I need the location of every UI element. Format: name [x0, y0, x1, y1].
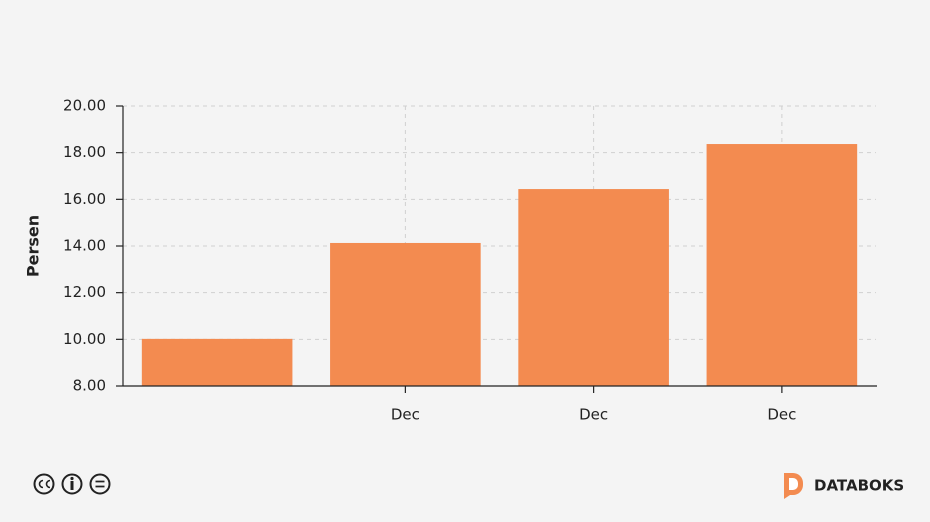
bar — [518, 189, 669, 386]
y-tick-label: 10.00 — [63, 330, 106, 348]
brand-logo: DATABOKS — [784, 473, 904, 499]
y-tick-label: 12.00 — [63, 283, 106, 301]
brand-name: DATABOKS — [814, 477, 904, 495]
x-tick-label: Dec — [579, 406, 608, 424]
y-tick-label: 16.00 — [63, 190, 106, 208]
bar — [141, 338, 293, 386]
y-tick-label: 14.00 — [63, 237, 106, 255]
license-icons — [33, 473, 111, 495]
x-tick-label: Dec — [767, 406, 796, 424]
y-tick-label: 18.00 — [63, 143, 106, 161]
bar — [330, 242, 481, 386]
bar — [706, 144, 858, 386]
y-axis-label: Persen — [24, 215, 43, 277]
x-tick-label: Dec — [391, 406, 420, 424]
y-tick-label: 8.00 — [73, 377, 106, 395]
y-tick-label: 20.00 — [63, 97, 106, 115]
